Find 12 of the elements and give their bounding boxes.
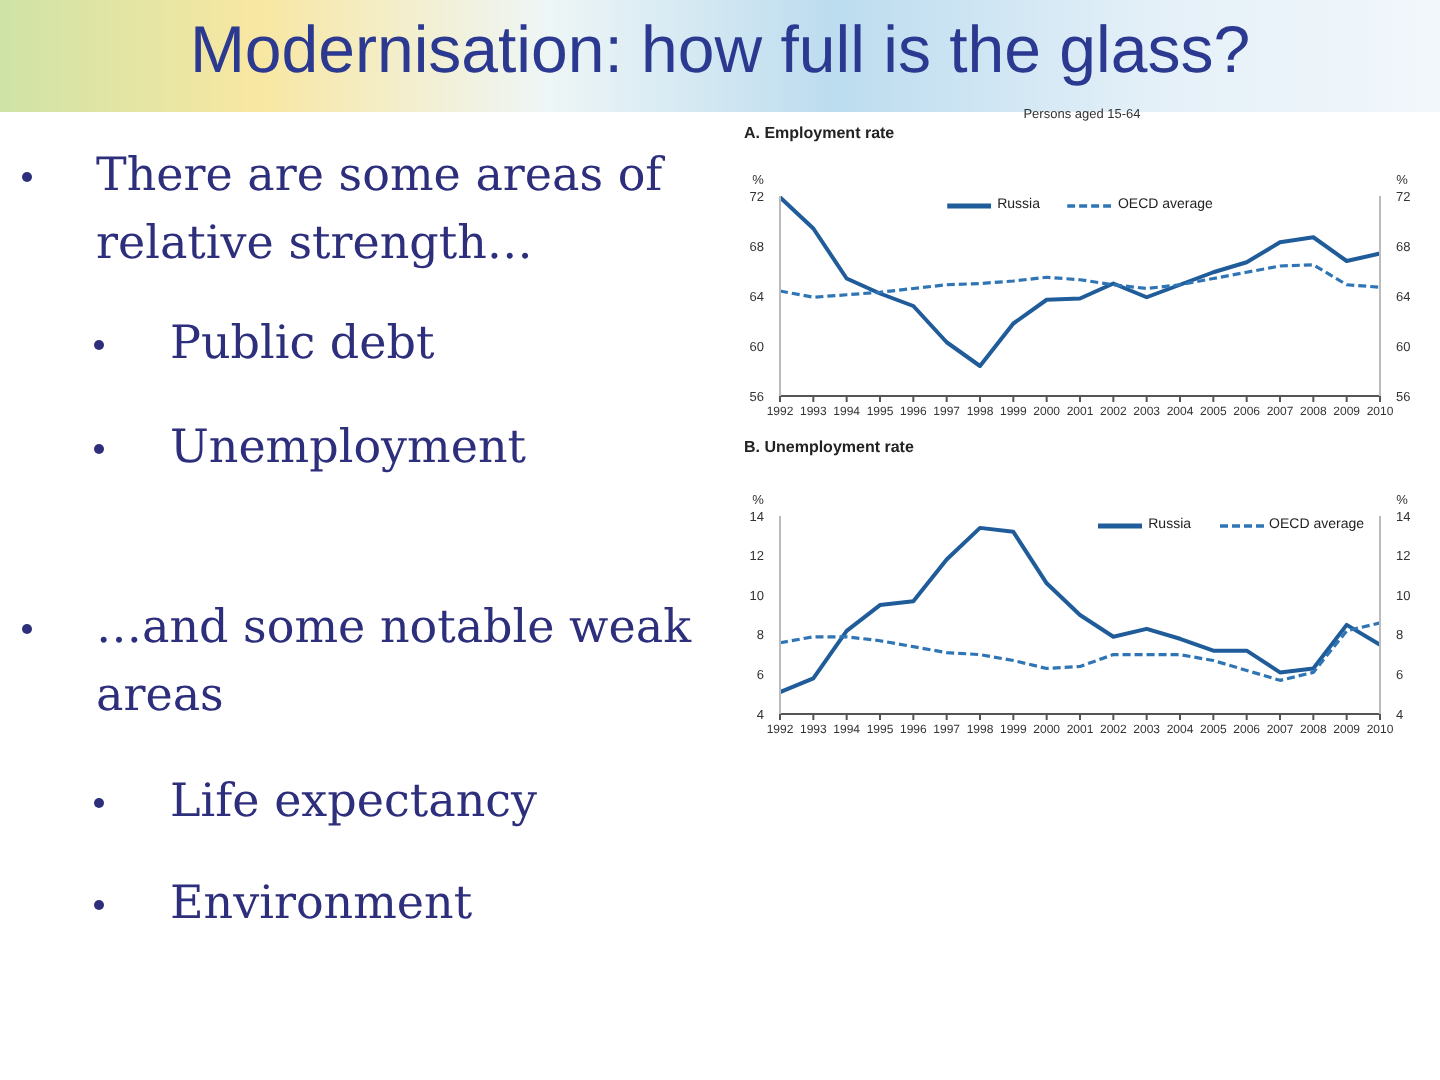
text: …and some notable weak areas	[96, 600, 694, 726]
text: Environment	[170, 876, 475, 934]
text: Unemployment	[170, 420, 529, 478]
line-series	[778, 196, 1382, 368]
chart-title: A. Employment rate	[744, 124, 895, 142]
text: Public debt	[170, 316, 437, 374]
line-series	[778, 621, 1382, 682]
text: Life expectancy	[170, 774, 540, 832]
text: There are some areas of relative strength…	[96, 148, 667, 274]
chart-title: B. Unemployment rate	[744, 438, 914, 456]
text: Modernisation: how full is the glass?	[187, 10, 1253, 90]
line-series	[778, 263, 1382, 299]
